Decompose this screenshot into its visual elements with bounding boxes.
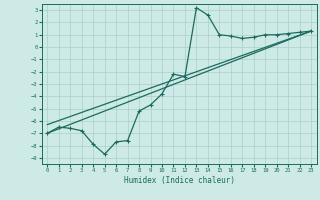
X-axis label: Humidex (Indice chaleur): Humidex (Indice chaleur)	[124, 176, 235, 185]
